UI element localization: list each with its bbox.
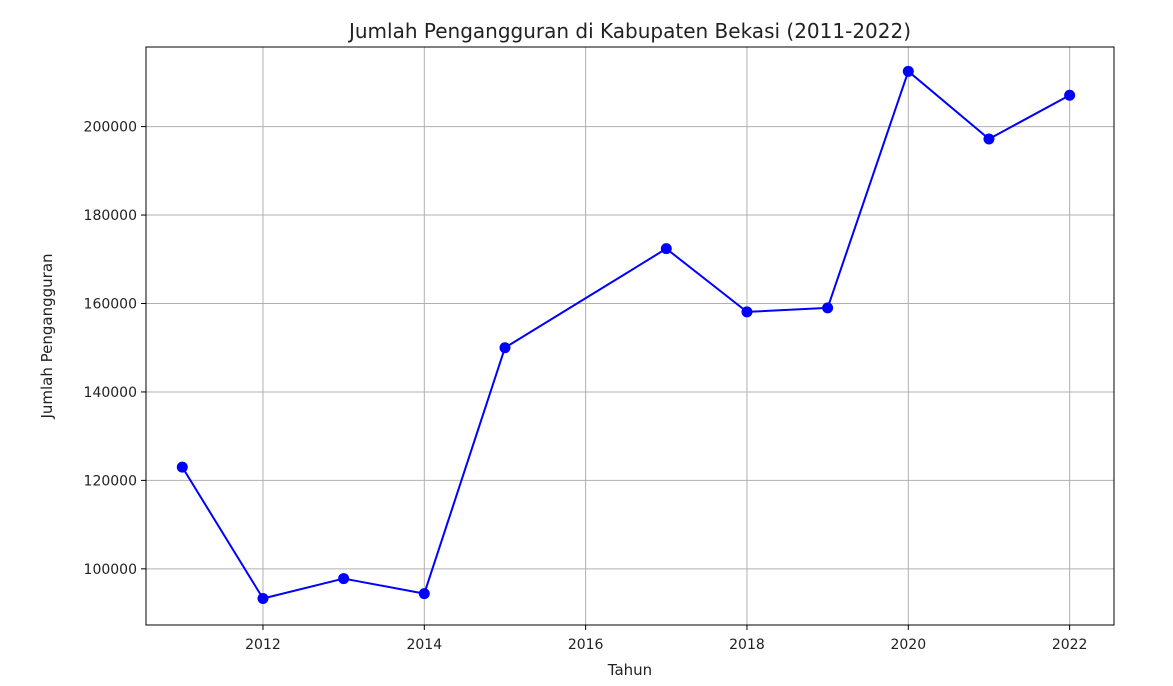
data-point xyxy=(418,588,430,600)
data-point xyxy=(338,573,350,585)
y-tick-label: 200000 xyxy=(84,120,137,136)
data-point xyxy=(1064,89,1076,101)
plot-frame xyxy=(145,46,1115,626)
data-point xyxy=(983,133,995,145)
y-tick-label: 180000 xyxy=(84,208,137,224)
data-point xyxy=(257,592,269,604)
data-point xyxy=(660,243,672,255)
data-point xyxy=(176,461,188,473)
y-tick-label: 140000 xyxy=(84,385,137,401)
x-tick-label: 2018 xyxy=(729,637,765,653)
y-tick-label: 100000 xyxy=(84,562,137,578)
grid xyxy=(146,47,1114,625)
x-tick-label: 2012 xyxy=(245,637,281,653)
chart-title: Jumlah Pengangguran di Kabupaten Bekasi … xyxy=(347,19,911,43)
y-axis: 100000 120000 140000 160000 180000 200000 xyxy=(84,120,146,578)
x-tick-label: 2022 xyxy=(1052,637,1088,653)
x-axis-label: Tahun xyxy=(607,661,652,679)
series-group xyxy=(176,65,1076,604)
y-tick-label: 160000 xyxy=(84,296,137,312)
x-tick-label: 2014 xyxy=(406,637,442,653)
data-point xyxy=(822,302,834,314)
y-tick-label: 120000 xyxy=(84,473,137,489)
x-axis: 2012 2014 2016 2018 2020 2022 xyxy=(245,625,1087,653)
x-tick-label: 2020 xyxy=(890,637,926,653)
data-point xyxy=(741,306,753,318)
y-axis-label: Jumlah Pengangguran xyxy=(38,253,56,419)
data-point xyxy=(499,342,511,354)
data-point xyxy=(902,65,914,77)
x-tick-label: 2016 xyxy=(568,637,604,653)
